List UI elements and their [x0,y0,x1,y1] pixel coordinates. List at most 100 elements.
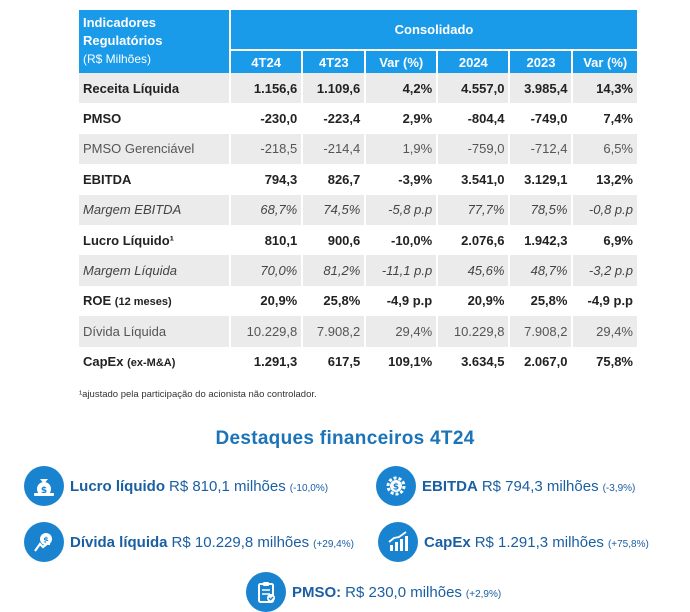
highlight-variation: (+75,8%) [607,538,649,550]
table-cell: 10.229,8 [228,316,303,347]
table-cell: 3.541,0 [436,164,510,195]
footnote: ¹ajustado pela participação do acionista… [79,389,317,400]
table-row: Lucro Líquido¹ 810,1 900,6 -10,0% 2.076,6 1.9… [79,224,637,256]
row-label-text: ROE [83,293,112,309]
table-cell: 4.557,0 [436,73,510,104]
table-row: Margem EBITDA 68,7% 74,5% -5,8 p.p 77,7% 78,5… [79,194,637,225]
table-cell: 109,1% [364,346,438,377]
column-header: Var (%) [364,49,438,73]
column-header: Var (%) [571,49,637,73]
table-cell: 4,2% [364,73,438,104]
table-cell: 68,7% [228,194,303,225]
table-cell: 75,8% [571,346,637,377]
highlight-value: R$ 10.229,8 milhões [171,533,310,551]
table-cell: 2,9% [364,103,438,134]
highlight-label: CapEx [424,533,471,551]
row-label: Receita Líquida [79,73,230,104]
table-cell: 3.129,1 [508,164,573,195]
table-cell: -759,0 [436,133,510,165]
table-cell: -218,5 [228,133,303,165]
table-header-title: Indicadores Regulatórios (R$ Milhões) [79,10,230,73]
clipboard-check-icon [246,572,286,612]
row-label-text: PMSO Gerenciável [83,141,195,157]
table-cell: 25,8% [301,285,366,317]
highlight-divida: $ Dívida líquida R$ 10.229,8 milhões (+2… [24,522,354,562]
table-cell: 1.291,3 [228,346,303,377]
row-label: PMSO [79,103,230,133]
table-cell: 826,7 [301,164,366,195]
table-cell: -4,9 p.p [364,285,438,317]
row-label: PMSO Gerenciável [79,133,230,165]
header-unit: (R$ Milhões) [83,52,152,66]
table-cell: 29,4% [364,316,438,347]
table-cell: 1.942,3 [508,224,573,256]
bar-growth-icon [378,522,418,562]
row-label: Lucro Líquido¹ [79,225,230,255]
table-cell: 7.908,2 [508,316,573,347]
table-row: ROE (12 meses) 20,9% 25,8% -4,9 p.p 20,9% 25,… [79,285,637,317]
row-label: ROE (12 meses) [79,286,230,316]
row-label-text: Dívida Líquida [83,323,167,339]
table-row: Margem Líquida 70,0% 81,2% -11,1 p.p 45,6% 48… [79,255,637,286]
table-cell: 25,8% [508,285,573,317]
table-cell: -3,9% [364,164,438,195]
table-cell: 3.634,5 [436,346,510,377]
table-cell: 2.067,0 [508,346,573,377]
highlight-capex: CapEx R$ 1.291,3 milhões (+75,8%) [378,522,649,562]
table-row: PMSO Gerenciável -218,5 -214,4 1,9% -759,0 -7… [79,133,637,165]
highlight-label: Lucro líquido [70,477,165,495]
row-label-suffix: (12 meses) [114,296,172,309]
table-cell: 7.908,2 [301,316,366,347]
table-cell: -4,9 p.p [571,285,637,317]
table-cell: 810,1 [228,224,303,256]
table-cell: 1.156,6 [228,73,303,104]
dollar-gear-icon: $ [376,466,416,506]
highlight-label: EBITDA [422,477,478,495]
table-cell: 70,0% [228,255,303,286]
highlight-variation: (+29,4%) [313,538,354,550]
table-cell: 2.076,6 [436,224,510,256]
table-cell: 6,5% [571,133,637,165]
highlight-label: PMSO: [292,583,342,601]
table-cell: 81,2% [301,255,366,286]
row-label: CapEx (ex-M&A) [79,347,230,377]
table-cell: 10.229,8 [436,316,510,347]
table-cell: 794,3 [228,164,303,195]
table-row: PMSO -230,0 -223,4 2,9% -804,4 -749,0 7,4% [79,103,637,134]
table-cell: 20,9% [228,285,303,317]
table-cell: -712,4 [508,133,573,165]
table-cell: -10,0% [364,224,438,256]
table-cell: 617,5 [301,346,366,377]
table-cell: 6,9% [571,224,637,256]
svg-text:$: $ [393,483,399,493]
table-cell: 29,4% [571,316,637,347]
highlight-variation: (+2,9%) [465,588,502,600]
row-label-text: CapEx [83,354,124,370]
table-cell: -214,4 [301,133,366,165]
highlight-variation: (-3,9%) [602,482,636,494]
table-row: Receita Líquida 1.156,6 1.109,6 4,2% 4.557,0… [79,73,637,104]
table-cell: -749,0 [508,103,573,134]
highlight-variation: (-10,0%) [289,482,329,494]
highlight-value: R$ 230,0 milhões [345,583,462,601]
table-cell: -804,4 [436,103,510,134]
table-cell: -5,8 p.p [364,194,438,225]
indicators-table: Indicadores Regulatórios (R$ Milhões) Co… [79,10,637,377]
highlights-title: Destaques financeiros 4T24 [215,428,475,449]
row-label-text: EBITDA [83,171,132,187]
table-cell: 13,2% [571,164,637,195]
row-label-text: PMSO [83,111,122,127]
table-cell: 20,9% [436,285,510,317]
row-label: Margem Líquida [79,255,230,286]
column-header: 4T24 [228,49,303,73]
table-row: EBITDA 794,3 826,7 -3,9% 3.541,0 3.129,1 13,2% [79,164,637,195]
highlight-label: Dívida líquida [70,533,168,551]
table-cell: 900,6 [301,224,366,256]
table-cell: 74,5% [301,194,366,225]
table-cell: -223,4 [301,103,366,134]
row-label: EBITDA [79,164,230,194]
row-label-text: Lucro Líquido¹ [83,232,174,248]
row-label-text: Receita Líquida [83,80,180,96]
highlight-ebitda: $ EBITDA R$ 794,3 milhões (-3,9%) [376,466,635,506]
table-cell: 48,7% [508,255,573,286]
